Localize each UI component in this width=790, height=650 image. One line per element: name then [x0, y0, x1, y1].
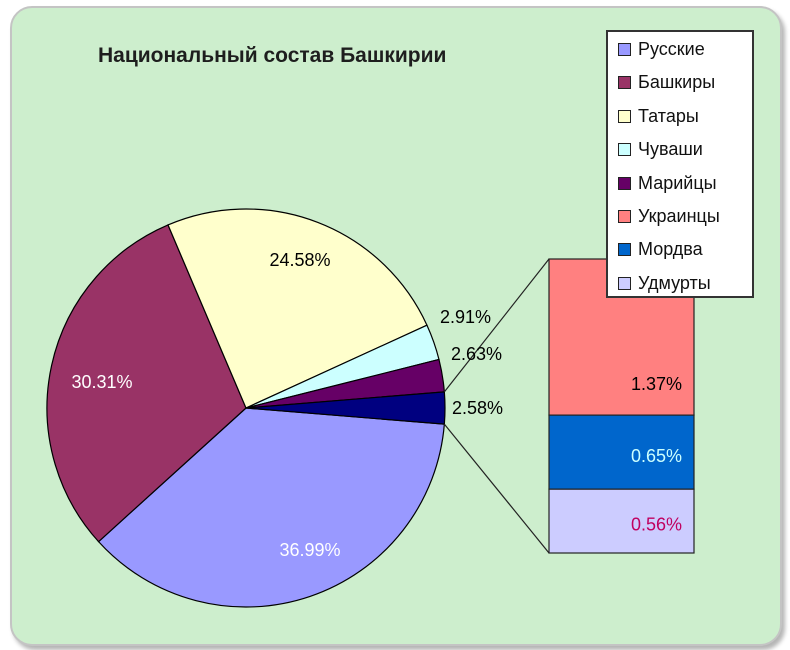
- legend-entry: Украинцы: [618, 206, 720, 227]
- data-label-3: 24.58%: [269, 250, 330, 270]
- bar-segment-3: [548, 488, 695, 554]
- bar-data-label-3: 0.56%: [631, 514, 682, 534]
- legend-swatch: [618, 276, 631, 290]
- legend-label: Татары: [638, 105, 699, 126]
- legend-label: Марийцы: [638, 172, 717, 193]
- chart-title: Национальный состав Башкирии: [98, 44, 447, 67]
- legend-label: Русские: [638, 39, 705, 59]
- data-label-2: 30.31%: [71, 372, 132, 392]
- legend-swatch: [618, 76, 631, 90]
- legend-swatch: [618, 143, 631, 157]
- legend-swatch: [618, 210, 631, 223]
- legend-label: Украинцы: [638, 206, 720, 226]
- legend-swatch: [618, 43, 631, 56]
- legend-entry: Татары: [618, 106, 699, 127]
- data-label-5: 2.63%: [451, 344, 502, 364]
- legend-label: Чуваши: [638, 139, 703, 160]
- bar-segment-2: [548, 414, 695, 490]
- connector-line-bottom: [443, 423, 550, 554]
- legend-entry: Башкиры: [618, 72, 715, 93]
- data-label-other: 2.58%: [452, 398, 503, 418]
- connector-line-top: [443, 258, 550, 393]
- legend-label: Мордва: [638, 239, 703, 260]
- legend-swatch: [618, 176, 631, 190]
- legend-entry: Мордва: [618, 239, 703, 260]
- legend-swatch: [618, 109, 631, 123]
- bar-data-label-2: 0.65%: [631, 446, 682, 466]
- legend-swatch: [618, 243, 631, 257]
- legend-entry: Удмурты: [618, 273, 711, 294]
- bar-data-label-1: 1.37%: [631, 374, 682, 394]
- pie-slice-other: [245, 391, 446, 425]
- legend-entry: Марийцы: [618, 173, 717, 194]
- legend-label: Башкиры: [638, 72, 716, 93]
- pie-slice-item-1: [46, 224, 247, 543]
- data-label-1: 36.99%: [279, 540, 340, 560]
- legend-label: Удмурты: [638, 272, 711, 293]
- pie-slice-item-2: [167, 208, 428, 409]
- data-label-4: 2.91%: [440, 307, 491, 327]
- pie-slice-item-0: [97, 407, 445, 608]
- legend-entry: Русские: [618, 39, 705, 60]
- legend: Русские Башкиры Татары Чуваши Марийцы Украинц…: [606, 30, 754, 298]
- legend-entry: Чуваши: [618, 139, 703, 160]
